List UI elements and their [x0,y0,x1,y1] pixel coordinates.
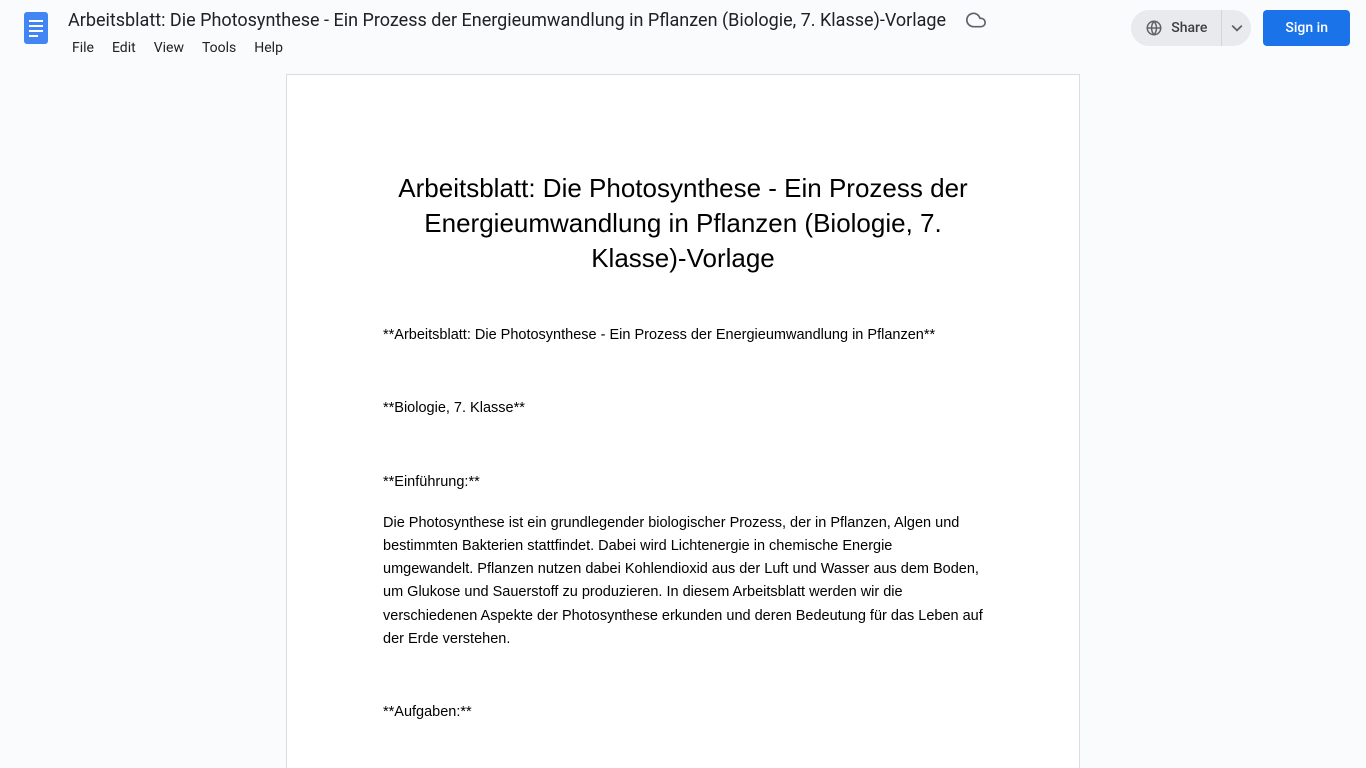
paragraph: **Arbeitsblatt: Die Photosynthese - Ein … [383,324,983,347]
docs-logo[interactable] [16,8,56,48]
spacer [383,669,983,701]
share-label: Share [1171,20,1207,36]
share-dropdown[interactable] [1221,10,1251,46]
signin-button[interactable]: Sign in [1263,10,1350,46]
menu-edit[interactable]: Edit [104,36,144,60]
docs-logo-icon [18,10,54,46]
document-page[interactable]: Arbeitsblatt: Die Photosynthese - Ein Pr… [286,74,1080,768]
menu-view[interactable]: View [146,36,192,60]
header-actions: Share Sign in [1131,8,1350,48]
paragraph: **Aufgaben:** [383,701,983,724]
share-button-group: Share [1131,10,1251,46]
menu-help[interactable]: Help [246,36,291,60]
globe-icon [1145,19,1163,37]
title-row: Arbeitsblatt: Die Photosynthese - Ein Pr… [64,8,1115,32]
menu-file[interactable]: File [64,36,102,60]
document-canvas[interactable]: Arbeitsblatt: Die Photosynthese - Ein Pr… [0,64,1366,768]
page-heading: Arbeitsblatt: Die Photosynthese - Ein Pr… [383,171,983,276]
paragraph: **Biologie, 7. Klasse** [383,397,983,420]
menubar: File Edit View Tools Help [64,34,1115,62]
share-button[interactable]: Share [1131,10,1221,46]
paragraph: Die Photosynthese ist ein grundlegender … [383,512,983,651]
menu-tools[interactable]: Tools [194,36,244,60]
title-and-menus: Arbeitsblatt: Die Photosynthese - Ein Pr… [64,8,1115,62]
cloud-status-icon[interactable] [966,10,986,30]
spacer [383,439,983,471]
signin-label: Sign in [1285,20,1328,36]
document-title[interactable]: Arbeitsblatt: Die Photosynthese - Ein Pr… [64,10,950,31]
app-header: Arbeitsblatt: Die Photosynthese - Ein Pr… [0,0,1366,64]
chevron-down-icon [1231,22,1243,34]
paragraph: **Einführung:** [383,471,983,494]
spacer [383,365,983,397]
